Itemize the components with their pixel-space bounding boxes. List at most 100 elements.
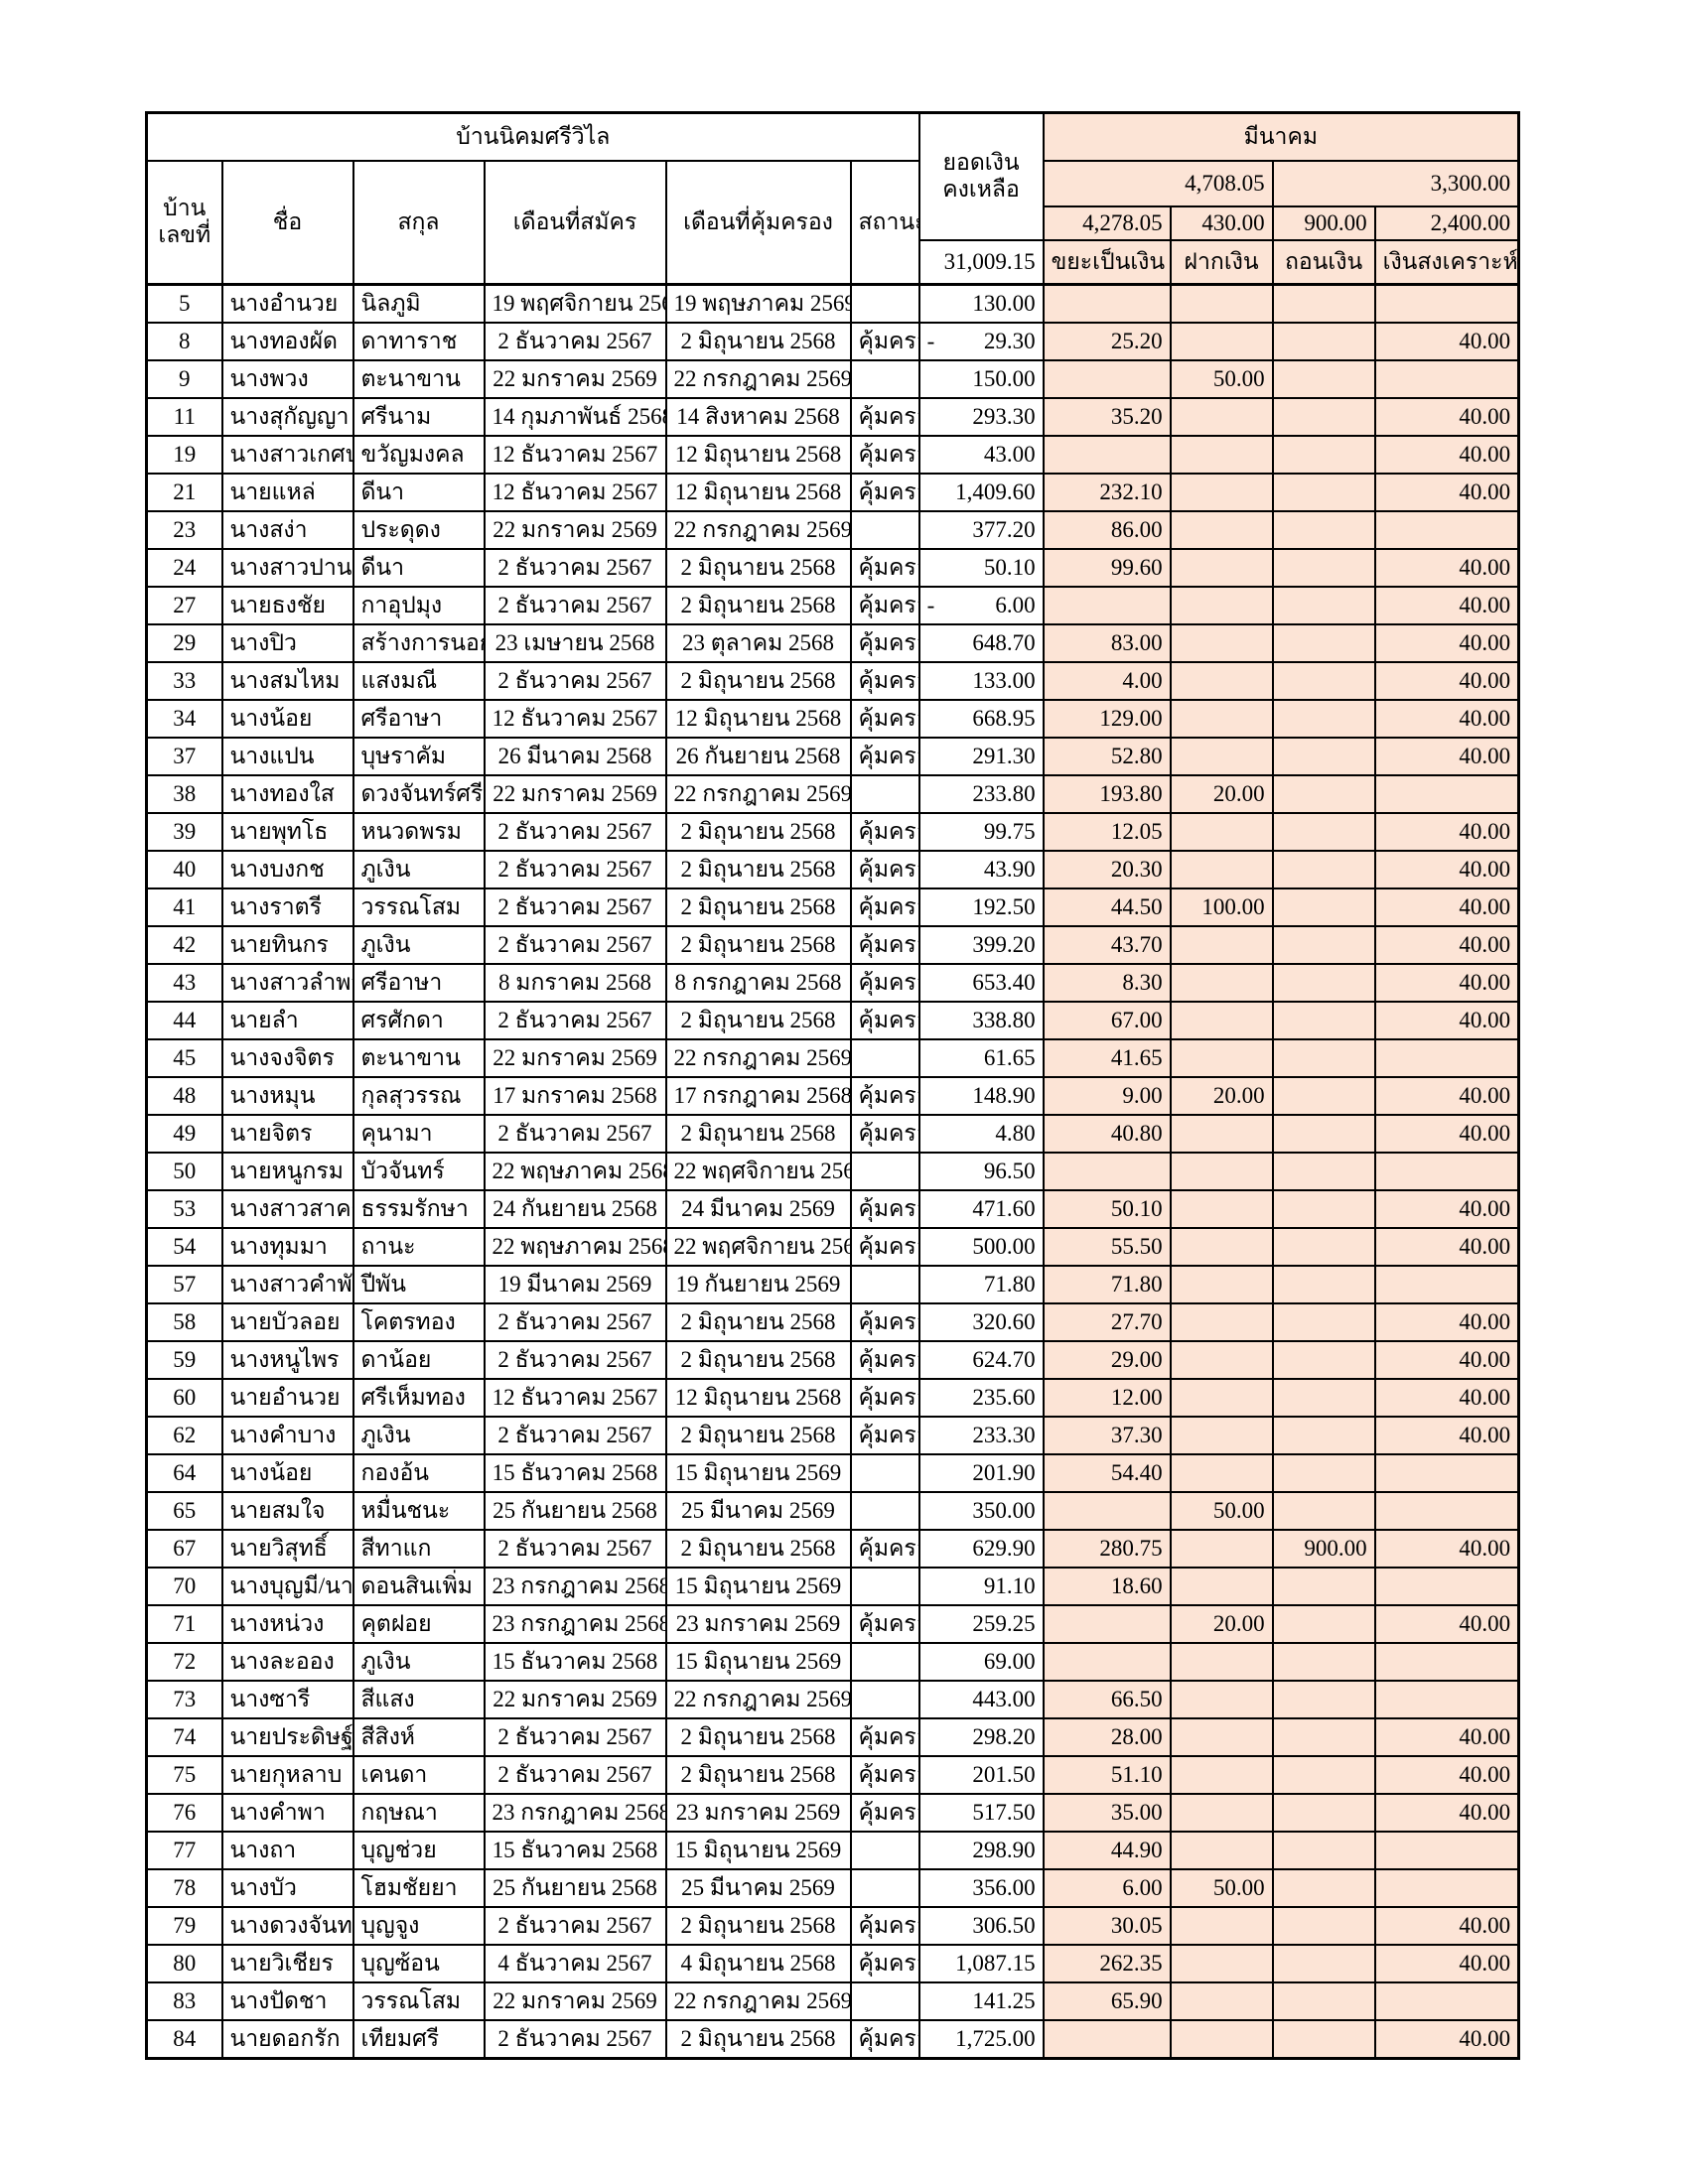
garbage-money-cell: 37.30 bbox=[1042, 1416, 1172, 1455]
surname-cell: สร้างการนอก bbox=[352, 623, 486, 663]
balance-cell: 235.60 bbox=[917, 1378, 1045, 1418]
balance-label-line1: ยอดเงิน bbox=[942, 150, 1020, 176]
table-row: 29 นางปิว สร้างการนอก 23 เมษายน 2568 23 … bbox=[145, 623, 1520, 663]
garbage-money-cell: 99.60 bbox=[1042, 548, 1172, 588]
status-cell: คุ้มครอง bbox=[849, 1227, 920, 1267]
withdraw-cell bbox=[1271, 283, 1376, 324]
apply-month-cell: 26 มีนาคม 2568 bbox=[483, 737, 667, 776]
house-no-cell: 38 bbox=[145, 774, 223, 814]
cover-month-cell: 2 มิถุนายน 2568 bbox=[664, 812, 852, 852]
total-withdraw: 900.00 bbox=[1271, 205, 1376, 241]
apply-month-cell: 12 ธันวาคม 2567 bbox=[483, 699, 667, 739]
status-cell: คุ้มครอง bbox=[849, 397, 920, 437]
status-cell: คุ้มครอง bbox=[849, 1529, 920, 1569]
name-cell: นายประดิษฐ์ bbox=[220, 1717, 354, 1757]
welfare-cell: 40.00 bbox=[1373, 586, 1520, 625]
status-cell bbox=[849, 1567, 920, 1606]
status-cell: คุ้มครอง bbox=[849, 1076, 920, 1116]
surname-cell: โคตรทอง bbox=[352, 1302, 486, 1342]
withdraw-cell: 900.00 bbox=[1271, 1529, 1376, 1569]
status-cell: คุ้มครอง bbox=[849, 812, 920, 852]
cover-month-cell: 12 มิถุนายน 2568 bbox=[664, 1378, 852, 1418]
status-cell bbox=[849, 1981, 920, 2021]
welfare-cell: 40.00 bbox=[1373, 925, 1520, 965]
welfare-cell bbox=[1373, 1453, 1520, 1493]
balance-cell: 306.50 bbox=[917, 1906, 1045, 1946]
withdraw-cell bbox=[1271, 1981, 1376, 2021]
apply-month-cell: 22 มกราคม 2569 bbox=[483, 774, 667, 814]
cover-month-cell: 2 มิถุนายน 2568 bbox=[664, 1302, 852, 1342]
withdraw-cell bbox=[1271, 510, 1376, 550]
surname-cell: ศรีอาษา bbox=[352, 963, 486, 1003]
withdraw-cell bbox=[1271, 1680, 1376, 1719]
withdraw-cell bbox=[1271, 397, 1376, 437]
surname-cell: ศรศักดา bbox=[352, 1001, 486, 1040]
name-cell: นางทองใส bbox=[220, 774, 354, 814]
deposit-cell bbox=[1169, 1906, 1274, 1946]
surname-cell: หนวดพรม bbox=[352, 812, 486, 852]
cover-month-cell: 22 กรกฎาคม 2569 bbox=[664, 1981, 852, 2021]
cover-month-cell: 22 พฤศจิกายน 2568 bbox=[664, 1227, 852, 1267]
village-title: บ้านนิคมศรีวิไล bbox=[145, 111, 920, 162]
surname-cell: โฮมชัยยา bbox=[352, 1868, 486, 1908]
withdraw-cell bbox=[1271, 1038, 1376, 1078]
withdraw-cell bbox=[1271, 1717, 1376, 1757]
surname-cell: สีสิงห์ bbox=[352, 1717, 486, 1757]
deposit-cell bbox=[1169, 1227, 1274, 1267]
name-cell: นายวิเชียร bbox=[220, 1944, 354, 1983]
balance-label-line2: คงเหลือ bbox=[942, 176, 1020, 202]
deposit-cell bbox=[1169, 510, 1274, 550]
garbage-money-cell bbox=[1042, 359, 1172, 399]
cover-month-cell: 2 มิถุนายน 2568 bbox=[664, 850, 852, 889]
table-row: 70 นางบุญมี/นางสาว ดอนสินเพิ่ม 23 กรกฎาค… bbox=[145, 1567, 1520, 1606]
deposit-cell: 50.00 bbox=[1169, 1868, 1274, 1908]
balance-cell: 99.75 bbox=[917, 812, 1045, 852]
name-cell: นางบัว bbox=[220, 1868, 354, 1908]
balance-cell: 443.00 bbox=[917, 1680, 1045, 1719]
balance-cell: 500.00 bbox=[917, 1227, 1045, 1267]
status-cell: คุ้มครอง bbox=[849, 1944, 920, 1983]
name-cell: นางซารี bbox=[220, 1680, 354, 1719]
table-row: 57 นางสาวคำพันธ์ ปีพัน 19 มีนาคม 2569 19… bbox=[145, 1265, 1520, 1304]
deposit-cell: 20.00 bbox=[1169, 774, 1274, 814]
deposit-cell bbox=[1169, 1038, 1274, 1078]
balance-cell: 350.00 bbox=[917, 1491, 1045, 1531]
apply-month-cell: 2 ธันวาคม 2567 bbox=[483, 548, 667, 588]
house-no-cell: 37 bbox=[145, 737, 223, 776]
garbage-money-cell: 280.75 bbox=[1042, 1529, 1172, 1569]
balance-cell: 293.30 bbox=[917, 397, 1045, 437]
name-cell: นายสมใจ bbox=[220, 1491, 354, 1531]
cover-month-cell: 2 มิถุนายน 2568 bbox=[664, 1906, 852, 1946]
house-no-cell: 11 bbox=[145, 397, 223, 437]
deposit-cell: 100.00 bbox=[1169, 887, 1274, 927]
surname-cell: ภูเงิน bbox=[352, 925, 486, 965]
apply-month-cell: 4 ธันวาคม 2567 bbox=[483, 1944, 667, 1983]
apply-month-cell: 12 ธันวาคม 2567 bbox=[483, 473, 667, 512]
deposit-cell bbox=[1169, 1189, 1274, 1229]
welfare-cell: 40.00 bbox=[1373, 1944, 1520, 1983]
table-row: 40 นางบงกช ภูเงิน 2 ธันวาคม 2567 2 มิถุน… bbox=[145, 850, 1520, 889]
withdraw-cell bbox=[1271, 887, 1376, 927]
garbage-money-cell: 232.10 bbox=[1042, 473, 1172, 512]
withdraw-cell bbox=[1271, 322, 1376, 361]
welfare-cell bbox=[1373, 1642, 1520, 1682]
house-no-cell: 75 bbox=[145, 1755, 223, 1795]
name-cell: นายอำนวย bbox=[220, 1378, 354, 1418]
withdraw-cell bbox=[1271, 586, 1376, 625]
welfare-cell: 40.00 bbox=[1373, 623, 1520, 663]
surname-cell: ศรีเห็มทอง bbox=[352, 1378, 486, 1418]
status-cell bbox=[849, 359, 920, 399]
apply-month-cell: 22 มกราคม 2569 bbox=[483, 359, 667, 399]
cover-month-cell: 15 มิถุนายน 2569 bbox=[664, 1831, 852, 1870]
name-cell: นางราตรี bbox=[220, 887, 354, 927]
welfare-cell: 40.00 bbox=[1373, 1001, 1520, 1040]
deposit-cell bbox=[1169, 963, 1274, 1003]
cover-month-cell: 15 มิถุนายน 2569 bbox=[664, 1567, 852, 1606]
status-cell bbox=[849, 283, 920, 324]
house-no-cell: 64 bbox=[145, 1453, 223, 1493]
welfare-cell bbox=[1373, 1831, 1520, 1870]
deposit-cell bbox=[1169, 1944, 1274, 1983]
balance-cell: 69.00 bbox=[917, 1642, 1045, 1682]
col-header-status: สถานะ bbox=[849, 159, 920, 286]
balance-cell: - 6.00 bbox=[917, 586, 1045, 625]
